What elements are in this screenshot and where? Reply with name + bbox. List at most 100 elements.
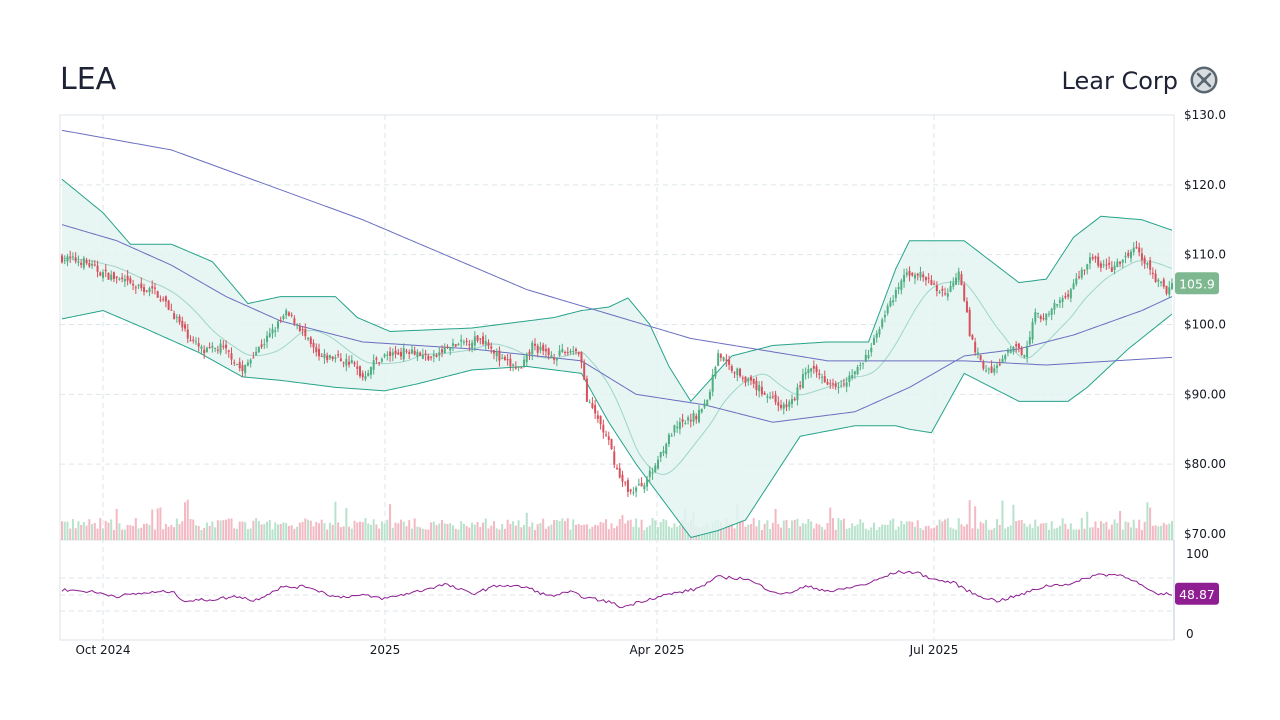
volume-bar (875, 529, 878, 540)
volume-bar (367, 523, 370, 540)
candle-body (897, 287, 900, 290)
candle-body (914, 274, 917, 279)
candle-body (952, 282, 955, 287)
candle-body (1171, 283, 1173, 289)
volume-bar (219, 520, 222, 540)
candle-body (760, 386, 763, 395)
volume-bar (804, 523, 807, 540)
volume-bar (274, 522, 277, 540)
volume-bar (1001, 500, 1004, 540)
candle-body (1039, 316, 1042, 320)
candle-body (681, 419, 684, 422)
candle-body (1086, 264, 1089, 270)
volume-bar (63, 521, 66, 540)
volume-bar (1110, 524, 1113, 540)
candle-body (285, 310, 288, 316)
candle-body (919, 272, 922, 278)
volume-bar (457, 529, 460, 540)
volume-bar (408, 520, 411, 540)
volume-bar (1138, 519, 1141, 540)
volume-bar (544, 528, 547, 540)
candle-body (435, 354, 438, 357)
candle-body (134, 287, 137, 289)
candle-body (115, 276, 118, 278)
volume-bar (156, 508, 159, 540)
volume-bar (375, 524, 378, 540)
candle-body (408, 352, 411, 354)
volume-bar (175, 518, 178, 540)
candle-body (930, 279, 933, 285)
candle-body (741, 377, 744, 379)
volume-bar (287, 525, 290, 540)
candle-body (307, 337, 310, 340)
volume-bar (643, 529, 646, 540)
candle-body (296, 323, 299, 325)
candle-body (1072, 283, 1075, 289)
volume-bar (681, 519, 684, 540)
candle-body (482, 336, 485, 345)
volume-bar (268, 519, 271, 540)
candle-body (63, 260, 66, 262)
candle-body (547, 348, 550, 355)
candle-body (468, 344, 471, 346)
candle-body (747, 378, 750, 382)
volume-bar (359, 521, 362, 540)
volume-bar (944, 519, 947, 540)
time-axis-label: Apr 2025 (629, 643, 684, 657)
candle-body (1047, 313, 1050, 315)
axes: $130.0 $120.0 $110.0 $100.0 $90.00 $80.00 $70.… (75, 108, 1226, 657)
candle-body (495, 352, 498, 357)
volume-bar (747, 524, 750, 540)
volume-bar (935, 525, 938, 540)
volume-bar (569, 529, 572, 540)
candle-body (1067, 294, 1070, 297)
candle-body (1045, 314, 1048, 321)
volume-bar (298, 522, 301, 540)
volume-bar (233, 528, 236, 540)
volume-bar (892, 518, 895, 540)
candle-body (769, 397, 772, 399)
candle-body (599, 415, 602, 425)
candle-body (774, 394, 777, 403)
candle-body (708, 391, 711, 400)
volume-bar (279, 524, 282, 540)
last-price-badge (1175, 272, 1219, 295)
candle-body (894, 289, 897, 298)
volume-bar (853, 526, 856, 540)
volume-bar (856, 524, 859, 540)
candle-body (361, 373, 364, 378)
volume-bar (197, 525, 200, 540)
bollinger-band (61, 178, 1173, 539)
rsi-line (61, 570, 1173, 609)
volume-bar (208, 526, 211, 540)
volume-bar (583, 524, 586, 540)
volume-bar (512, 521, 515, 540)
volume-bar (531, 522, 534, 540)
candle-body (927, 277, 930, 279)
volume-bar (1108, 529, 1111, 540)
candle-body (946, 293, 949, 297)
candle-body (449, 346, 452, 351)
candle-body (271, 328, 274, 334)
candle-body (451, 343, 454, 346)
volume-bar (810, 521, 813, 540)
candle-body (1124, 255, 1127, 258)
candle-body (602, 424, 605, 433)
candle-body (211, 345, 214, 348)
rsi-value-badge (1175, 582, 1219, 605)
candle-body (588, 401, 591, 403)
candle-body (173, 313, 176, 320)
volume-bar (985, 519, 988, 540)
volume-bar (211, 521, 214, 540)
volume-bar (290, 525, 293, 540)
candle-body (782, 404, 785, 409)
candle-body (181, 320, 184, 328)
volume-bar (230, 518, 233, 540)
candle-body (785, 404, 788, 408)
candle-body (998, 363, 1001, 366)
volume-bar (982, 523, 985, 540)
volume-bar (599, 522, 602, 540)
volume-bar (345, 507, 348, 540)
volume-bar (181, 521, 184, 540)
candle-body (446, 346, 449, 348)
